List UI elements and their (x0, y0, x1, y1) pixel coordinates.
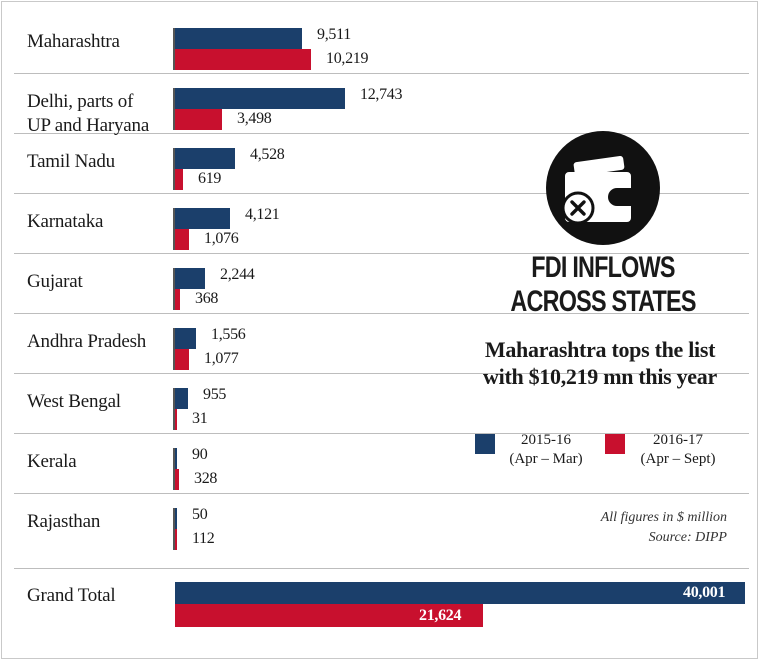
bar-2015 (175, 88, 345, 109)
value-label-2016: 3,498 (237, 110, 272, 127)
legend-swatch-2015 (475, 434, 495, 454)
title-line-2: ACROSS STATES (510, 285, 696, 318)
value-label-2015: 50 (192, 506, 208, 523)
value-label-2015: 90 (192, 446, 208, 463)
axis-line (173, 28, 175, 70)
category-label: Karnataka (27, 211, 104, 232)
bar-2016 (175, 229, 189, 250)
bar-total-2015 (175, 582, 745, 604)
axis-line (173, 448, 175, 490)
value-label-2016: 328 (194, 470, 218, 487)
value-label-2016: 1,076 (204, 230, 239, 247)
axis-line (173, 508, 175, 550)
category-label: Gujarat (27, 271, 83, 292)
legend-label-2015-line2: (Apr – Mar) (509, 451, 583, 467)
category-label: Maharashtra (27, 31, 120, 52)
bar-2016 (175, 169, 183, 190)
bar-2016 (175, 289, 180, 310)
axis-line (173, 148, 175, 190)
value-label-2015: 4,528 (250, 146, 285, 163)
row-divider (14, 313, 749, 314)
bar-2015 (175, 448, 177, 469)
legend-label-2016-line2: (Apr – Sept) (640, 451, 716, 467)
value-label-total-2016: 21,624 (419, 607, 462, 624)
row-divider (14, 193, 749, 194)
value-label-2015: 4,121 (245, 206, 280, 223)
bar-2016 (175, 349, 189, 370)
axis-line (173, 268, 175, 310)
title-line-1: FDI INFLOWS (531, 251, 675, 284)
units-note: All figures in $ million (600, 510, 727, 525)
axis-line (173, 208, 175, 250)
bar-2015 (175, 208, 230, 229)
subtitle-line-1: Maharashtra tops the list (484, 337, 716, 362)
row-divider (14, 253, 749, 254)
category-label: Rajasthan (27, 511, 101, 532)
category-label: UP and Haryana (27, 115, 150, 136)
category-label: Tamil Nadu (27, 151, 115, 172)
chart-subtitle: Maharashtra tops the list with $10,219 m… (455, 336, 745, 390)
legend-label-2015-line1: 2015-16 (521, 432, 571, 448)
category-label: Grand Total (27, 585, 116, 606)
bar-2015 (175, 388, 188, 409)
bar-2016 (175, 409, 177, 430)
legend-label-2016: 2016-17 (Apr – Sept) (626, 431, 730, 469)
row-divider (14, 568, 749, 569)
category-label: West Bengal (27, 391, 121, 412)
legend-swatch-2016 (605, 434, 625, 454)
row-divider (14, 73, 749, 74)
bar-2016 (175, 529, 177, 550)
bar-2015 (175, 28, 302, 49)
value-label-2016: 31 (192, 410, 208, 427)
value-label-2015: 9,511 (317, 26, 351, 43)
category-label: Andhra Pradesh (27, 331, 147, 352)
row-divider (14, 493, 749, 494)
subtitle-line-2: with $10,219 mn this year (483, 364, 717, 389)
value-label-2015: 2,244 (220, 266, 255, 283)
bar-2016 (175, 49, 311, 70)
bar-2015 (175, 328, 196, 349)
bar-2015 (175, 268, 205, 289)
value-label-2015: 955 (203, 386, 227, 403)
axis-line (173, 328, 175, 370)
wallet-icon (545, 130, 661, 246)
value-label-2016: 368 (195, 290, 219, 307)
value-label-2015: 1,556 (211, 326, 246, 343)
row-divider (14, 373, 749, 374)
axis-line (173, 88, 175, 130)
chart-title: FDI INFLOWS ACROSS STATES (506, 251, 701, 319)
category-label: Delhi, parts of (27, 91, 134, 112)
bar-2015 (175, 508, 177, 529)
bar-2016 (175, 469, 179, 490)
value-label-2016: 619 (198, 170, 222, 187)
value-label-2016: 1,077 (204, 350, 239, 367)
bar-2015 (175, 148, 235, 169)
bar-total-2016 (175, 604, 483, 627)
legend-label-2016-line1: 2016-17 (653, 432, 703, 448)
axis-line (173, 388, 175, 430)
value-label-total-2015: 40,001 (683, 584, 726, 601)
row-divider (14, 433, 749, 434)
source-note: Source: DIPP (648, 530, 727, 545)
value-label-2016: 10,219 (326, 50, 369, 67)
value-label-2015: 12,743 (360, 86, 403, 103)
legend-label-2015: 2015-16 (Apr – Mar) (496, 431, 596, 469)
category-label: Kerala (27, 451, 77, 472)
bar-2016 (175, 109, 222, 130)
row-divider (14, 133, 749, 134)
value-label-2016: 112 (192, 530, 215, 547)
